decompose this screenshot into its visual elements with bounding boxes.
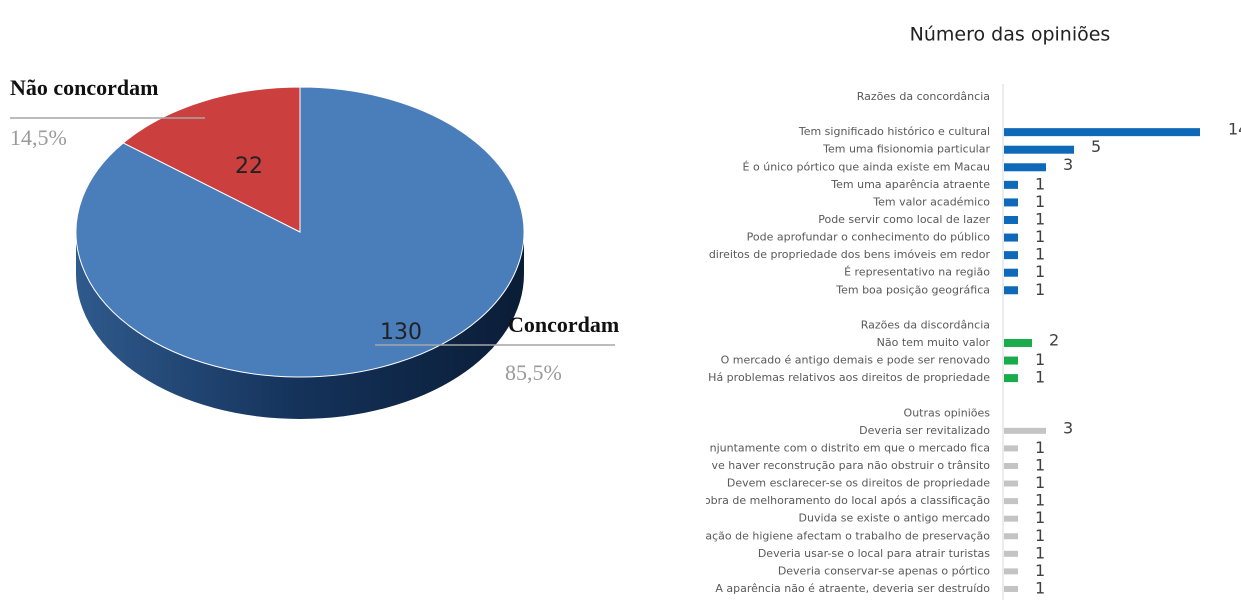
category-label: Há problemas relativos aos direitos de p…	[708, 371, 990, 384]
category-label: Devem esclarecer-se os direitos de propr…	[727, 477, 990, 490]
bar	[1004, 145, 1074, 154]
value-label: 1	[1035, 491, 1045, 510]
bar	[1004, 480, 1018, 487]
category-label: O mercado é antigo demais e pode ser ren…	[721, 354, 991, 367]
value-label: 3	[1063, 155, 1073, 174]
value-label: 1	[1035, 262, 1045, 281]
group-header: Razões da discordância	[861, 318, 990, 331]
bar	[1004, 251, 1018, 260]
value-label: 1	[1035, 526, 1045, 545]
category-label: Tem boa posição geográfica	[835, 283, 990, 296]
bar	[1004, 427, 1046, 434]
bar	[1004, 462, 1018, 469]
category-label: É o único pórtico que ainda existe em Ma…	[743, 160, 990, 173]
bar	[1004, 215, 1018, 224]
slice-name: Concordam	[508, 312, 619, 337]
bar	[1004, 568, 1018, 575]
labels: Razões da concordância Tem significado hi…	[552, 90, 991, 595]
value-label: 1	[1035, 192, 1045, 211]
value-label: 1	[1035, 473, 1045, 492]
bar	[1004, 498, 1018, 505]
bar	[1004, 268, 1018, 277]
bar	[1004, 286, 1018, 295]
category-label: É necessário proceder-se à obra de melho…	[552, 494, 990, 507]
slice-percent: 85,5%	[505, 360, 562, 385]
bar	[1004, 180, 1018, 189]
category-label: direitos de propriedade dos bens imóveis…	[709, 248, 991, 261]
bar	[1004, 233, 1018, 242]
category-label: Pode servir como local de lazer	[818, 213, 990, 226]
value-label: 1	[1035, 578, 1045, 597]
value-label: 1	[1035, 543, 1045, 562]
value-label: 1	[1035, 174, 1045, 193]
category-label: njuntamente com o distrito em que o merc…	[710, 441, 990, 454]
slice-name: Não concordam	[10, 75, 158, 100]
category-label: Tem significado histórico e cultural	[798, 125, 990, 138]
bar	[1004, 550, 1018, 557]
category-label: A aparência não é atraente, deveria ser …	[715, 582, 990, 595]
bar	[1004, 163, 1046, 172]
category-label: O trânsito e situação de higiene afectam…	[617, 529, 990, 542]
category-label: Deveria conservar-se apenas o pórtico	[778, 564, 990, 577]
value-label: 1	[1035, 209, 1045, 228]
category-label: Pode aprofundar o conhecimento do públic…	[747, 231, 991, 244]
category-label: Deveria ser revitalizado	[859, 424, 990, 437]
value-label: 1	[1035, 438, 1045, 457]
value-label: 2	[1049, 330, 1059, 349]
value-label: 1	[1035, 350, 1045, 369]
bar	[1004, 338, 1032, 347]
value-label: 3	[1063, 418, 1073, 437]
bar	[1004, 374, 1018, 383]
category-label: Tem uma aparência atraente	[830, 178, 990, 191]
slice-value: 22	[235, 154, 263, 179]
value-label: 1	[1035, 227, 1045, 246]
pie-slice	[122, 86, 301, 233]
pie-side	[76, 232, 524, 419]
slice-value: 130	[380, 320, 422, 345]
value-label: 14	[1228, 120, 1241, 139]
value-label: 1	[1035, 368, 1045, 387]
slice-percent: 14,5%	[10, 125, 67, 150]
category-label: Tem valor académico	[872, 195, 990, 208]
value-label: 1	[1035, 561, 1045, 580]
value-label: 1	[1035, 280, 1045, 299]
bar	[1004, 585, 1018, 592]
value-label: 5	[1091, 137, 1101, 156]
bar	[1004, 128, 1200, 137]
category-label: Tem uma fisionomia particular	[822, 143, 990, 156]
value-label: 1	[1035, 508, 1045, 527]
value-label: 1	[1035, 245, 1045, 264]
group-header: Outras opiniões	[904, 406, 991, 419]
bar	[1004, 198, 1018, 207]
category-label: É representativo na região	[844, 266, 990, 279]
category-label: Duvida se existe o antigo mercado	[799, 512, 991, 525]
bar-title: Número das opiniões	[910, 24, 1111, 46]
category-label: ve haver reconstrução para não obstruir …	[712, 459, 991, 472]
bar	[1004, 445, 1018, 452]
bar	[1004, 515, 1018, 522]
bar	[1004, 533, 1018, 540]
bar	[1004, 356, 1018, 365]
category-label: Não tem muito valor	[877, 336, 991, 349]
value-label: 1	[1035, 455, 1045, 474]
category-label: Deveria usar-se o local para atrair turi…	[758, 547, 990, 560]
group-header: Razões da concordância	[857, 90, 990, 103]
